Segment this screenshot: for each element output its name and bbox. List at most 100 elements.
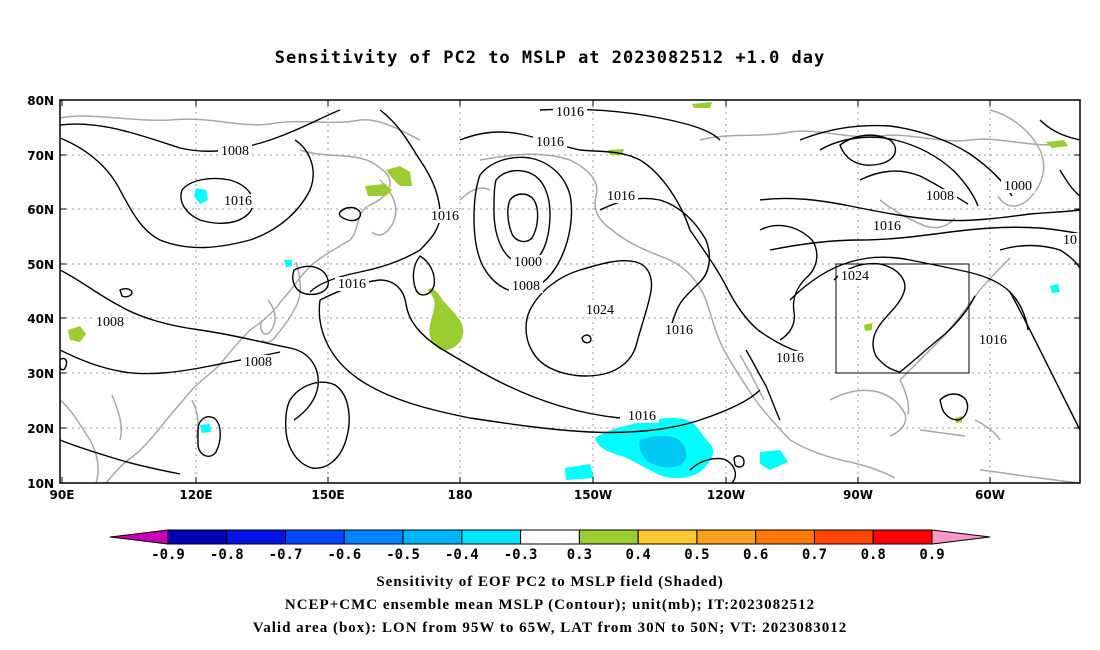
colorbar-label: -0.3 <box>504 547 538 563</box>
contour-label: 1024 <box>586 303 614 318</box>
contour-label-bg <box>218 144 252 158</box>
contour-line <box>799 124 1013 197</box>
contour-label: 1016 <box>873 219 901 234</box>
contour-line <box>60 269 319 421</box>
contour-label: 1000 <box>514 255 542 270</box>
contour-line <box>689 457 737 483</box>
contour-label-bg <box>583 303 617 317</box>
negative-patch-atlantic <box>1050 284 1060 293</box>
coast-kamchatka <box>371 179 397 236</box>
contour-label-bg <box>625 409 659 423</box>
valid-area-box <box>835 263 970 374</box>
contour-line <box>839 134 897 166</box>
contour-line <box>1039 119 1080 141</box>
contour-line <box>1009 291 1080 431</box>
colorbar-label: -0.6 <box>327 547 361 563</box>
contour-line <box>180 177 254 224</box>
colorbar-label: 0.5 <box>684 547 709 563</box>
contour-label: 1024 <box>841 269 869 284</box>
negative-patch-nw <box>194 188 208 204</box>
contour-line <box>999 244 1080 269</box>
negative-patch-south <box>565 464 594 480</box>
coast-baja <box>739 354 765 401</box>
map-panel: 1016 1016 1008 1016 1016 1000 1008 1024 1016 1016… <box>60 100 1080 483</box>
contour-label-bg <box>976 333 1010 347</box>
contour-line <box>525 260 653 377</box>
contour-label-bg <box>509 279 543 293</box>
positive-patch-dateline <box>428 288 464 351</box>
negative-patch-sw <box>200 424 211 433</box>
contour-line <box>899 295 976 373</box>
coast-siberia <box>299 149 391 241</box>
lon-label: 150W <box>574 488 612 502</box>
contour-line <box>1059 169 1080 197</box>
lat-label: 60N <box>27 203 54 217</box>
contour-line <box>759 224 818 341</box>
colorbar-label: -0.5 <box>386 547 420 563</box>
contour-label: 1016 <box>776 351 804 366</box>
lon-label: 90W <box>843 488 873 502</box>
contour-line <box>284 381 350 469</box>
lon-label: 180 <box>447 488 472 502</box>
gridlines <box>60 100 1080 483</box>
coast-japan <box>261 261 301 343</box>
colorbar-swatch <box>696 529 757 545</box>
contour-line <box>581 334 592 344</box>
contour-label-bg <box>838 269 872 283</box>
lat-label: 80N <box>27 94 54 108</box>
lon-label: 90E <box>50 488 75 502</box>
contour-label: 1016 <box>536 135 564 150</box>
colorbar-swatch <box>343 529 404 545</box>
coast-alaska <box>479 153 613 231</box>
colorbar-swatch <box>755 529 815 545</box>
lat-label: 50N <box>27 258 54 272</box>
contour-line <box>309 109 441 293</box>
coast-us-east <box>899 257 1011 381</box>
negative-patch-japan <box>284 260 292 267</box>
contour-line <box>60 109 341 152</box>
caption-line-2: NCEP+CMC ensemble mean MSLP (Contour); u… <box>284 597 816 613</box>
contour-label-bg <box>1001 179 1035 193</box>
positive-patch-greenland <box>1046 140 1068 148</box>
contour-line <box>689 229 801 353</box>
lat-label: 30N <box>27 367 54 381</box>
contour-label: 1008 <box>221 144 249 159</box>
contour-line <box>60 439 181 475</box>
coast-hudson-bay <box>879 199 956 229</box>
contour-label: 1008 <box>96 315 124 330</box>
contour-label-bg <box>923 189 957 203</box>
colorbar-swatch <box>167 529 228 545</box>
colorbar-swatch <box>285 529 345 545</box>
colorbar-label: 0.9 <box>919 547 944 563</box>
contour-label-bg <box>335 277 369 291</box>
colorbar-swatch <box>872 529 933 545</box>
contour-label-bg <box>241 355 275 369</box>
lat-label: 20N <box>27 422 54 436</box>
colorbar-swatch <box>226 529 287 545</box>
contour-label-bg <box>221 194 255 208</box>
chart-title: Sensitivity of PC2 to MSLP at 2023082512… <box>274 48 826 68</box>
coast-india <box>60 399 99 483</box>
negative-patch-mexico <box>760 450 788 470</box>
contour-label: 10 <box>1063 233 1077 248</box>
colorbar-swatch <box>461 529 522 545</box>
coast-gulf-mexico <box>829 389 907 437</box>
coast-east-asia <box>159 239 351 429</box>
positive-patch-kamchatka <box>365 184 392 196</box>
contour-label: 1016 <box>665 323 693 338</box>
contour-line <box>733 455 745 468</box>
lat-label: 70N <box>27 149 54 163</box>
coastlines <box>60 109 1080 483</box>
contour-line <box>493 169 551 265</box>
contour-label: 1016 <box>224 194 252 209</box>
contour-line <box>60 137 314 249</box>
colorbar-label: -0.8 <box>210 547 244 563</box>
contour-line <box>60 357 68 371</box>
colorbar-label: 0.7 <box>802 547 827 563</box>
contour-line <box>789 256 1029 331</box>
colorbar-label: 0.6 <box>743 547 768 563</box>
contour-label: 1016 <box>979 333 1007 348</box>
positive-patch-okhotsk <box>386 166 412 186</box>
contour-label-bg <box>428 209 462 223</box>
contour-label: 1016 <box>338 277 366 292</box>
